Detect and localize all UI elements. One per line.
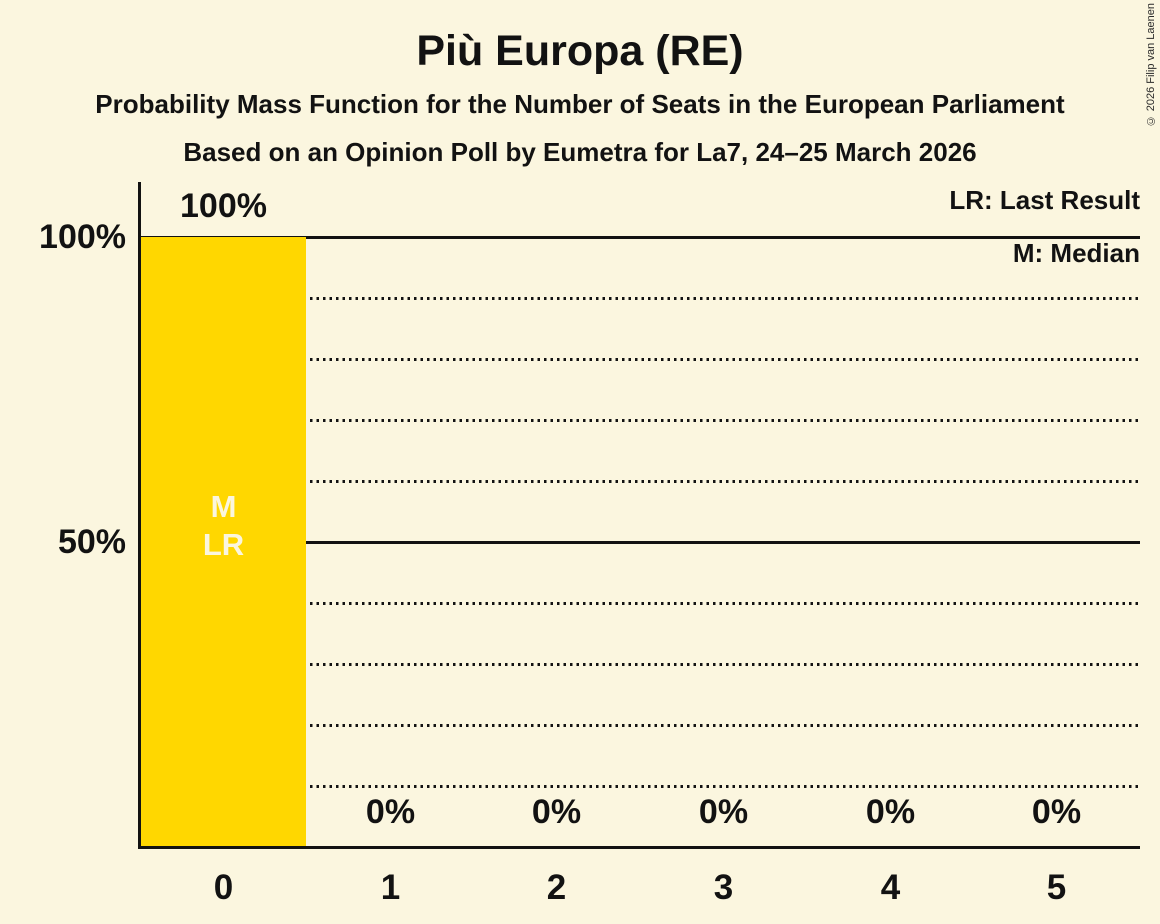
- value-label-seats-1: 0%: [365, 793, 416, 831]
- gridline-50pct: [141, 541, 1140, 544]
- bar-annotation-median-lastresult: M LR: [141, 488, 306, 564]
- value-label-seats-0: 100%: [180, 187, 267, 225]
- bar-seats-0: [141, 237, 306, 846]
- median-marker: M: [210, 489, 237, 524]
- legend-median: M: Median: [1012, 238, 1140, 268]
- x-tick-3: 3: [713, 868, 734, 907]
- legend-last-result: LR: Last Result: [949, 185, 1140, 215]
- gridline-30pct: [141, 663, 1140, 666]
- y-tick-label-100: 100%: [39, 218, 126, 256]
- x-tick-0: 0: [213, 868, 234, 907]
- copyright-notice: © 2026 Filip van Laenen: [1142, 3, 1159, 127]
- x-tick-4: 4: [880, 868, 901, 907]
- gridline-90pct: [141, 297, 1140, 300]
- chart-subtitle: Probability Mass Function for the Number…: [95, 89, 1065, 119]
- last-result-marker: LR: [202, 527, 245, 562]
- chart-source-subtitle: Based on an Opinion Poll by Eumetra for …: [183, 137, 977, 167]
- x-tick-2: 2: [546, 868, 567, 907]
- x-tick-1: 1: [380, 868, 401, 907]
- gridline-40pct: [141, 602, 1140, 605]
- chart-title: Più Europa (RE): [416, 27, 744, 75]
- gridline-20pct: [141, 724, 1140, 727]
- gridline-70pct: [141, 419, 1140, 422]
- gridline-80pct: [141, 358, 1140, 361]
- gridline-100pct: [141, 236, 1140, 239]
- y-axis-line: [138, 182, 141, 849]
- gridline-10pct: [141, 785, 1140, 788]
- value-label-seats-5: 0%: [1031, 793, 1082, 831]
- y-tick-label-50: 50%: [57, 523, 126, 561]
- x-tick-5: 5: [1046, 868, 1067, 907]
- copyright-text: © 2026 Filip van Laenen: [1144, 3, 1157, 127]
- value-label-seats-4: 0%: [865, 793, 916, 831]
- value-label-seats-2: 0%: [531, 793, 582, 831]
- gridline-60pct: [141, 480, 1140, 483]
- x-axis-line: [138, 846, 1140, 849]
- value-label-seats-3: 0%: [698, 793, 749, 831]
